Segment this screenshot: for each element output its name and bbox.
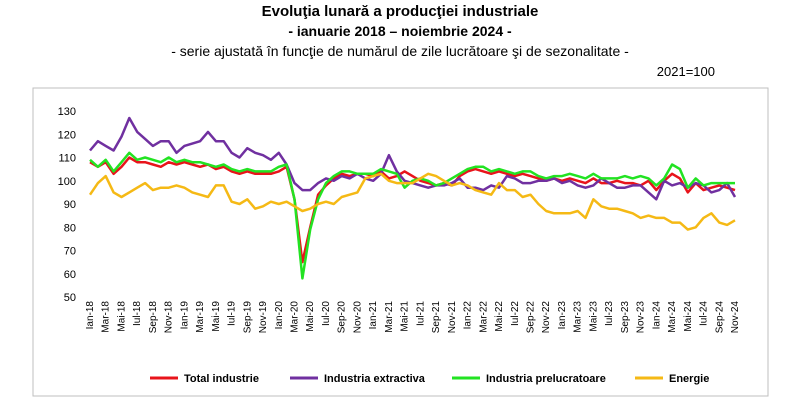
x-tick-label: Ian-22 [463,301,474,330]
x-tick-label: Iul-22 [510,301,521,326]
x-tick-label: Iul-18 [132,301,143,326]
x-tick-label: Ian-23 [557,301,568,330]
legend-label: Total industrie [184,373,259,385]
y-tick-label: 80 [64,222,76,234]
x-tick-label: Ian-20 [274,301,285,330]
x-tick-label: Iul-24 [699,301,710,326]
chart-title: Evoluţia lunară a producţiei industriale [262,3,539,20]
x-tick-label: Sep-24 [714,301,725,334]
chart-subtitle: - serie ajustată în funcţie de numărul d… [171,43,629,59]
series-line [89,156,736,264]
x-tick-label: Mai-19 [211,301,222,332]
x-tick-label: Mai-23 [588,301,599,332]
x-tick-label: Mar-19 [195,301,206,333]
x-tick-label: Ian-19 [179,301,190,330]
x-tick-label: Nov-21 [447,301,458,334]
x-tick-label: Sep-23 [620,301,631,334]
x-tick-label: Mai-18 [116,301,127,332]
chart-subtitle: - ianuarie 2018 – noiembrie 2024 - [288,23,512,39]
x-tick-label: Iul-21 [415,301,426,326]
series-line [89,116,737,201]
x-tick-label: Mar-24 [667,301,678,333]
legend-label: Industria extractiva [324,373,426,385]
x-tick-label: Nov-22 [541,301,552,334]
x-tick-label: Mar-20 [290,301,301,333]
y-tick-label: 90 [64,199,76,211]
y-tick-label: 120 [58,129,76,141]
legend-label: Energie [669,373,709,385]
x-tick-label: Iul-19 [227,301,238,326]
x-tick-label: Mar-23 [573,301,584,333]
x-tick-label: Mai-20 [305,301,316,332]
x-tick-label: Mar-18 [101,301,112,333]
x-tick-label: Nov-24 [730,301,741,334]
x-tick-label: Mai-22 [494,301,505,332]
x-tick-label: Ian-21 [368,301,379,330]
x-tick-label: Sep-18 [148,301,159,334]
y-tick-label: 130 [58,106,76,118]
x-tick-label: Nov-20 [352,301,363,334]
y-tick-label: 70 [64,246,76,258]
x-tick-label: Iul-20 [321,301,332,326]
legend-label: Industria prelucratoare [486,373,606,385]
x-tick-label: Sep-21 [431,301,442,334]
x-tick-label: Ian-18 [85,301,96,330]
chart-frame [32,87,769,397]
x-tick-label: Ian-24 [651,301,662,330]
x-tick-label: Nov-23 [636,301,647,334]
x-tick-label: Iul-23 [604,301,615,326]
x-tick-label: Mar-22 [478,301,489,333]
y-tick-label: 60 [64,269,76,281]
x-tick-label: Mar-21 [384,301,395,333]
x-tick-label: Mai-21 [400,301,411,332]
x-tick-label: Sep-22 [525,301,536,334]
x-tick-label: Sep-19 [242,301,253,334]
x-tick-label: Mai-24 [683,301,694,332]
series-line [89,151,735,280]
x-tick-label: Nov-19 [258,301,269,334]
chart-note: 2021=100 [657,64,715,79]
x-tick-label: Sep-20 [337,301,348,334]
series-line [88,172,736,231]
y-tick-label: 50 [64,292,76,304]
y-tick-label: 100 [58,176,76,188]
y-tick-label: 110 [58,153,76,165]
x-tick-label: Nov-18 [164,301,175,334]
